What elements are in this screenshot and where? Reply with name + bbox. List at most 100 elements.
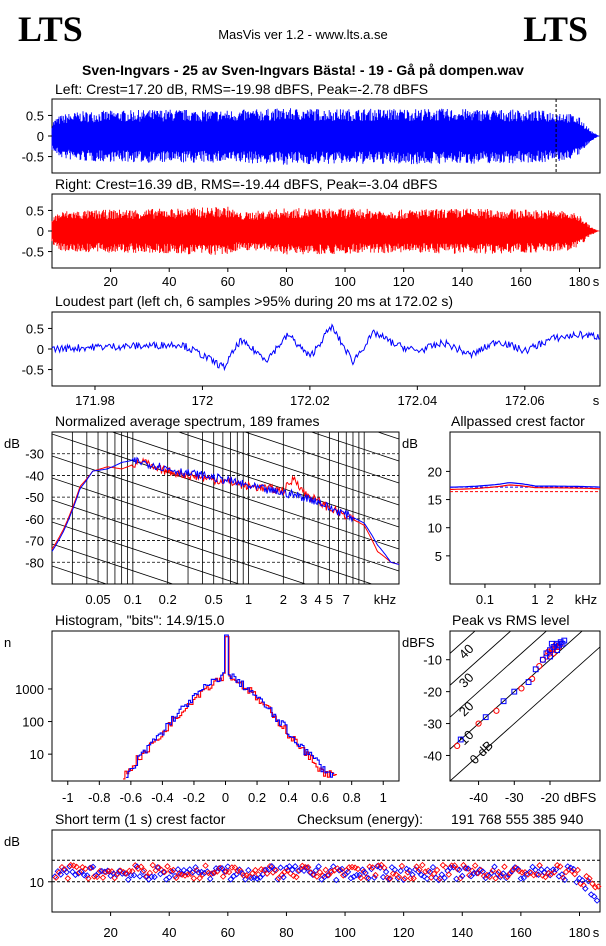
- histogram-xtick-label: 0.2: [248, 790, 266, 805]
- short-crest-point-right: [90, 873, 98, 880]
- short-crest-xtick-label: 80: [279, 925, 293, 940]
- loudest-xtick-label: 172: [192, 393, 214, 408]
- short-crest-point-left: [532, 866, 539, 874]
- short-crest-point-left: [403, 865, 410, 873]
- short-crest-point-right: [340, 872, 347, 879]
- short-crest-point-left: [315, 863, 322, 870]
- short-crest-point-left: [470, 869, 478, 877]
- peak-rms-point-left: [547, 653, 553, 660]
- short-crest-point-left: [186, 866, 193, 873]
- spectrum-xtick-label: 0.2: [159, 592, 177, 607]
- peak-rms-ytick-label: -40: [423, 748, 442, 763]
- short-crest-point-right: [539, 872, 546, 879]
- short-crest-point-left: [122, 870, 129, 877]
- short-crest-point-right: [131, 862, 139, 869]
- short-crest-point-left: [195, 869, 202, 876]
- loudest-xtick-label: 172.04: [397, 393, 437, 408]
- short-crest-point-left: [426, 868, 434, 876]
- short-crest-point-left: [385, 875, 393, 883]
- short-crest-point-left: [72, 871, 79, 879]
- short-crest-point-right: [430, 870, 438, 878]
- histogram-xtick-label: -0.4: [151, 790, 173, 805]
- peak-rms-ylabel: dBFS: [402, 635, 435, 650]
- short-crest-point-right: [413, 863, 420, 870]
- short-crest-point-right: [67, 861, 74, 869]
- short-crest-point-left: [456, 866, 463, 874]
- short-crest-point-left: [248, 874, 255, 882]
- short-crest-point-right: [384, 874, 391, 882]
- loudest-xtick-label: 172.02: [290, 393, 330, 408]
- peak-rms-point-left: [525, 679, 532, 685]
- crest-ytick-label: 20: [428, 464, 442, 479]
- short-crest-point-left: [517, 875, 525, 882]
- short-crest-point-right: [99, 874, 107, 881]
- short-crest-point-left: [397, 867, 404, 875]
- short-crest-point-left: [579, 877, 586, 884]
- peak-rms-diagonal-label: 30: [456, 670, 477, 691]
- peak-rms-point-right: [550, 650, 557, 657]
- short-crest-point-right: [466, 871, 473, 879]
- histogram-title: Histogram, "bits": 14.9/15.0: [55, 612, 225, 628]
- right-xtick-label: 120: [393, 274, 415, 289]
- short-crest-point-right: [161, 868, 168, 876]
- short-crest-point-right: [70, 862, 77, 869]
- left-waveform-title: Left: Crest=17.20 dB, RMS=-19.98 dBFS, P…: [55, 81, 429, 97]
- peak-rms-point-left: [547, 647, 553, 654]
- spectrum-xtick-label: 0.1: [124, 592, 142, 607]
- peak-rms-point-right: [536, 663, 543, 670]
- short-crest-point-left: [221, 868, 229, 875]
- short-crest-point-left: [110, 870, 117, 877]
- right-xtick-label: 60: [221, 274, 235, 289]
- short-crest-point-left: [83, 872, 91, 879]
- short-crest-point-right: [175, 870, 183, 878]
- short-crest-point-right: [586, 875, 593, 882]
- histogram-xtick-label: 1: [380, 790, 387, 805]
- right-x-unit: s: [593, 274, 600, 289]
- histogram-xtick-label: -0.8: [88, 790, 110, 805]
- peak-rms-point-left: [550, 644, 557, 650]
- spectrum-x-unit: kHz: [374, 592, 396, 607]
- short-crest-point-left: [136, 873, 144, 880]
- short-crest-point-right: [164, 863, 171, 870]
- short-crest-point-left: [409, 871, 416, 878]
- left-waveform-ytick-label: 0.5: [26, 108, 44, 123]
- short-crest-point-right: [589, 880, 596, 887]
- short-crest-point-left: [429, 863, 437, 871]
- short-crest-point-right: [76, 869, 83, 876]
- short-crest-xtick-label: 60: [221, 925, 235, 940]
- peak-rms-diagonal: [450, 646, 600, 781]
- short-crest-point-left: [520, 874, 528, 882]
- right-waveform-trace: [51, 206, 600, 255]
- short-crest-point-left: [86, 864, 94, 872]
- spectrum-ytick-label: -40: [25, 468, 44, 483]
- peak-rms-point-left: [559, 640, 566, 647]
- short-crest-point-right: [196, 874, 203, 882]
- short-crest-point-left: [438, 871, 445, 878]
- peak-rms-xtick-label: -30: [505, 790, 524, 805]
- right-xtick-label: 100: [334, 274, 356, 289]
- short-crest-point-right: [592, 884, 599, 891]
- short-crest-point-left: [459, 872, 466, 880]
- spectrum-slope-line: [52, 521, 241, 584]
- short-crest-point-left: [341, 871, 349, 879]
- short-crest-point-right: [419, 861, 426, 869]
- loudest-x-unit: s: [593, 393, 600, 408]
- short-crest-point-right: [580, 881, 587, 889]
- crest-ylabel: dB: [402, 436, 418, 451]
- short-crest-point-right: [556, 863, 564, 870]
- short-crest-point-right: [451, 862, 458, 869]
- spectrum-xtick-label: 5: [326, 592, 333, 607]
- short-crest-point-right: [595, 883, 602, 890]
- short-crest-point-left: [418, 871, 425, 879]
- peak-rms-point-left: [543, 650, 550, 657]
- peak-rms-diagonal: [450, 631, 548, 718]
- short-crest-point-right: [181, 872, 189, 879]
- crest-factor-title: Allpassed crest factor: [451, 413, 585, 429]
- peak-rms-title: Peak vs RMS level: [452, 612, 570, 628]
- short-crest-point-left: [69, 868, 76, 876]
- short-crest-point-left: [500, 870, 507, 877]
- crest-xtick-label: 1: [531, 592, 538, 607]
- short-crest-point-right: [190, 875, 198, 882]
- histogram-ytick-label: 1000: [15, 682, 44, 697]
- right-xtick-label: 80: [279, 274, 293, 289]
